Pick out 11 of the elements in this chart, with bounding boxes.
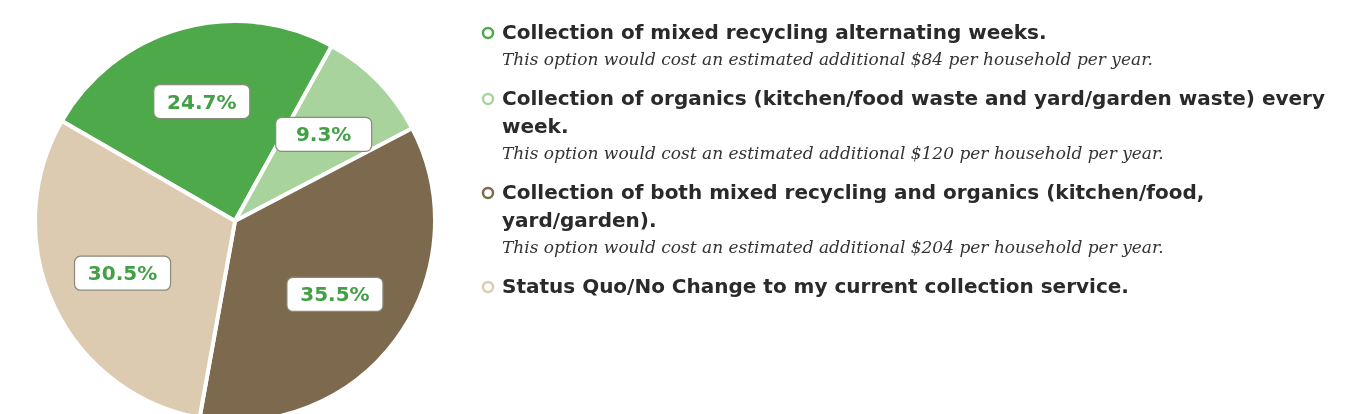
data-label: 30.5%	[87, 261, 158, 286]
data-label: 9.3%	[295, 122, 352, 147]
text: This option would cost an estimated additional $84 per household per year.	[502, 48, 1153, 71]
legend-label: Collection of organics (kitchen/food waste and yard/garden waste) every week.	[502, 85, 1326, 140]
legend-label: Collection of both mixed recycling and organics (kitchen/food, yard/garden).	[502, 179, 1206, 234]
data-label: 35.5%	[300, 282, 370, 307]
data-label: 24.7%	[167, 89, 237, 114]
text: This option would cost an estimated additional $120 per household per year.	[502, 142, 1165, 165]
legend-label: Status Quo/No Change to my current collection service.	[502, 273, 1129, 300]
text: This option would cost an estimated additional $204 per household per year.	[502, 236, 1165, 259]
legend-label: Collection of mixed recycling alternating weeks.	[502, 19, 1048, 46]
